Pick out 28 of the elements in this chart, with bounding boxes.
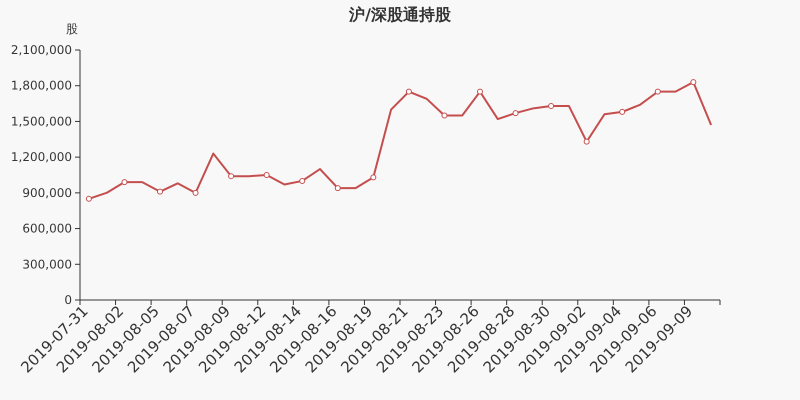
- point: [584, 138, 590, 145]
- point: [690, 79, 696, 86]
- point: [192, 190, 199, 196]
- point: [654, 88, 661, 95]
- y-tick-label: 900,000: [22, 186, 72, 200]
- point: [264, 172, 270, 178]
- y-tick-label: 2,100,000: [10, 43, 72, 57]
- y-axis-title: 股: [66, 22, 78, 36]
- point: [406, 88, 412, 95]
- y-tick-label: 1,200,000: [10, 150, 72, 164]
- y-tick-label: 1,500,000: [10, 114, 72, 128]
- point: [477, 88, 483, 95]
- point: [548, 102, 554, 109]
- point: [299, 178, 306, 184]
- point: [441, 112, 448, 118]
- y-tick-label: 1,800,000: [10, 78, 72, 93]
- y-tick-label: 300,000: [22, 257, 72, 272]
- point: [334, 185, 341, 192]
- point: [86, 196, 92, 202]
- point: [512, 110, 519, 116]
- point: [228, 173, 234, 180]
- point: [121, 179, 128, 186]
- y-tick-label: 600,000: [22, 222, 72, 236]
- point: [619, 108, 626, 115]
- point: [157, 188, 163, 195]
- chart-title: 沪/深股通持股: [348, 5, 452, 24]
- point: [370, 174, 376, 180]
- y-tick-label: 0: [64, 293, 72, 307]
